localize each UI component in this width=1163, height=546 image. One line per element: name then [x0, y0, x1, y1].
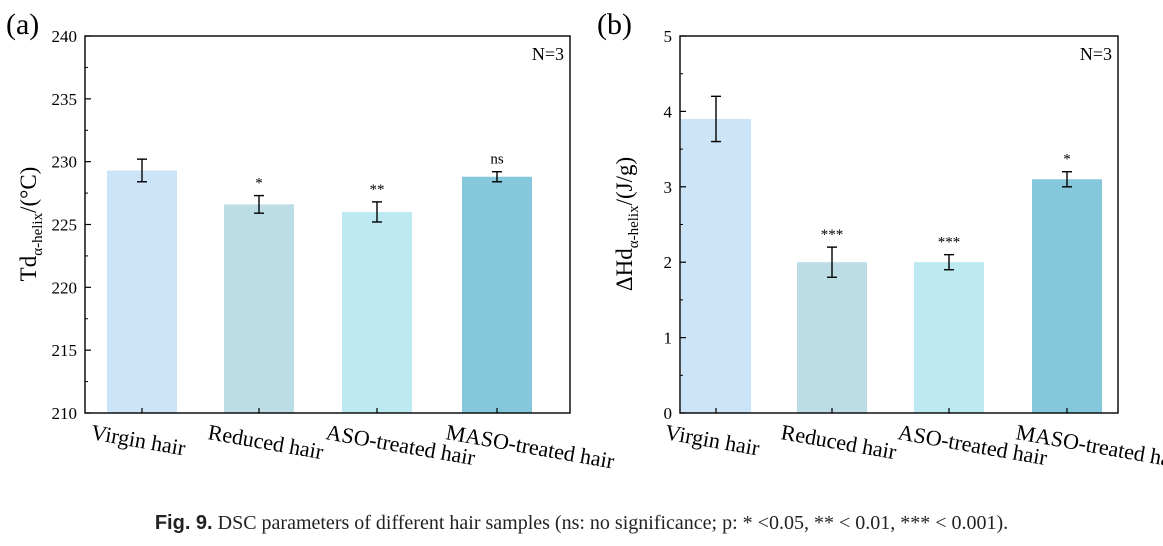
- panel-b-bar-3: [1032, 179, 1102, 413]
- panel-a-label: (a): [6, 8, 39, 41]
- panel-b-errorbar-1: [827, 246, 837, 278]
- panel-b-xlabel-1: Reduced hair: [779, 419, 899, 464]
- panel-b-label: (b): [597, 8, 632, 41]
- panel-b-ytick-label-5: 5: [664, 27, 673, 46]
- panel-a-xlabel-0: Virgin hair: [89, 419, 188, 460]
- panel-a-annotation: N=3: [532, 44, 564, 64]
- panel-a-significance-2: **: [370, 182, 385, 198]
- panel-a-significance-1: *: [255, 176, 263, 192]
- panel-b-significance-3: *: [1063, 152, 1071, 168]
- panel-a-errorbar-0: [137, 158, 147, 183]
- panel-a-errorbar-1: [254, 194, 264, 214]
- panel-b-bar-2: [914, 262, 984, 413]
- panel-b-significance-2: ***: [938, 235, 961, 251]
- panel-b-bar-1: [797, 262, 867, 413]
- panel-a-ylabel-unit: /(°C): [16, 167, 41, 213]
- caption-text: DSC parameters of different hair samples…: [217, 512, 1009, 534]
- panel-a-errorbar-3: [492, 171, 502, 183]
- panel-a-ytick-label-215: 215: [52, 341, 78, 360]
- panel-a-ytick-label-210: 210: [52, 404, 78, 423]
- panel-b-ylabel: ΔHdα-helix/(J/g): [612, 157, 642, 291]
- panel-a-bar-1: [224, 204, 294, 413]
- panel-a-ytick-label-225: 225: [52, 216, 78, 235]
- panel-a-ylabel: Tdα-helix/(°C): [16, 167, 46, 282]
- panel-a-ytick-label-230: 230: [52, 153, 78, 172]
- panel-b-ylabel-main: ΔHd: [612, 248, 637, 291]
- panel-b-ytick-label-4: 4: [664, 102, 673, 121]
- panel-a-ytick-label-240: 240: [52, 27, 78, 46]
- panel-a-bar-2: [342, 211, 412, 413]
- panel-b-xlabel-0: Virgin hair: [663, 419, 762, 460]
- panel-b-ylabel-unit: /(J/g): [612, 157, 637, 206]
- panel-b-errorbar-2: [944, 253, 954, 271]
- panel-a-ytick-label-235: 235: [52, 90, 78, 109]
- caption-label: Fig. 9.: [154, 512, 213, 534]
- panel-b-ytick-label-3: 3: [664, 178, 673, 197]
- panel-a-errorbar-2: [372, 201, 382, 223]
- panel-b-bar-0: [681, 118, 751, 413]
- panel-a-ylabel-main: Td: [16, 255, 41, 281]
- panel-a-ytick-label-220: 220: [52, 278, 78, 297]
- panel-a-bar-3: [462, 176, 532, 413]
- panel-b-ytick-label-2: 2: [664, 253, 673, 272]
- figure-caption: Fig. 9. DSC parameters of different hair…: [0, 512, 1163, 535]
- panel-a-significance-3: ns: [490, 152, 504, 168]
- panel-b-ylabel-sub: α-helix: [626, 205, 642, 248]
- panel-a-xlabel-1: Reduced hair: [206, 419, 326, 464]
- panel-b-significance-1: ***: [821, 227, 844, 243]
- panel-b-ytick-label-0: 0: [664, 404, 673, 423]
- panel-b-errorbar-3: [1062, 171, 1072, 188]
- panel-b-annotation: N=3: [1080, 44, 1112, 64]
- panel-b-errorbar-0: [711, 95, 721, 143]
- panel-a-bar-0: [107, 170, 177, 413]
- panel-b-ytick-label-1: 1: [664, 329, 673, 348]
- panel-a-ylabel-sub: α-helix: [30, 212, 46, 255]
